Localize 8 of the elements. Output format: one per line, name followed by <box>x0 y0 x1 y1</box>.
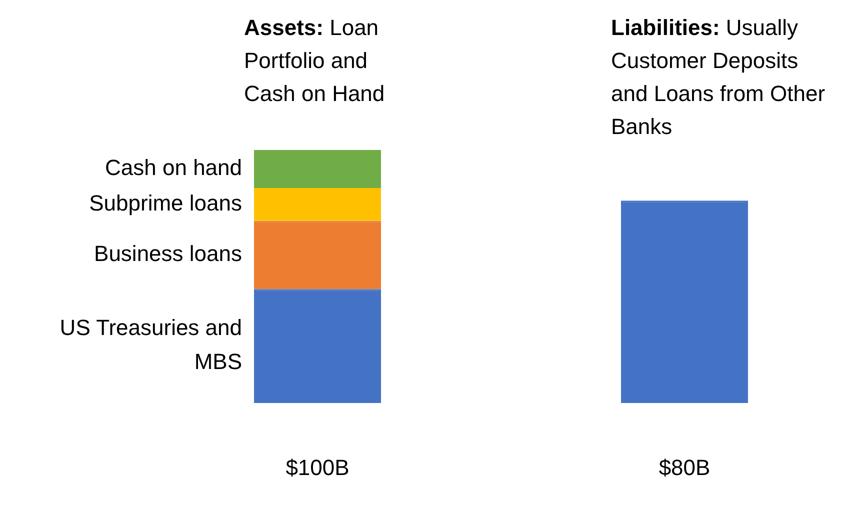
series-label: Cash on hand <box>105 155 242 180</box>
text: $80B <box>658 455 710 480</box>
text: $100B <box>286 455 350 480</box>
category-label: Assets: Loan Portfolio and Cash on Hand <box>244 15 385 106</box>
series-label: Subprime loans <box>89 190 242 216</box>
category-label: Liabilities: Usually Customer Deposits and Loans from Other Banks <box>611 15 826 140</box>
series-label: US Treasuries and MBS <box>60 315 242 374</box>
series-label: Business loans <box>94 241 242 266</box>
